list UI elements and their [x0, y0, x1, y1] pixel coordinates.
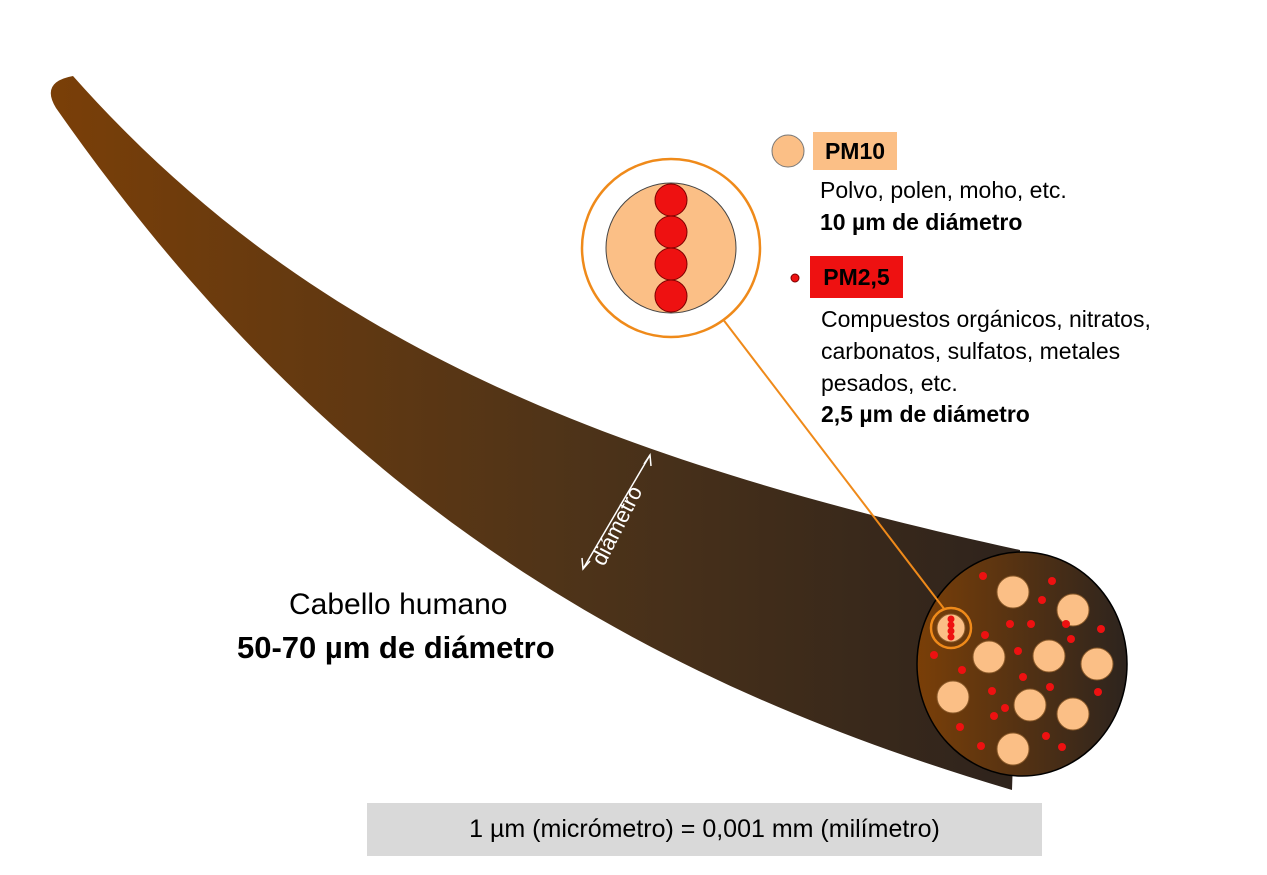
hair-strand: [50, 76, 1020, 790]
pm10-particle: [1032, 639, 1066, 673]
pm25-size: 2,5 µm de diámetro: [821, 401, 1030, 427]
pm25-particle: [1094, 688, 1102, 696]
pm25-particle: [1001, 704, 1009, 712]
diameter-line: [582, 454, 651, 570]
pm25-particle: [990, 712, 998, 720]
cross-section-pm10-particles: [936, 575, 1114, 766]
pm10-particle: [1080, 647, 1114, 681]
pm25-particle: [1038, 596, 1046, 604]
pm25-particle: [1062, 620, 1070, 628]
pm25-description-line: carbonatos, sulfatos, metales: [821, 338, 1121, 364]
magnified-pm25-particle: [654, 247, 688, 281]
cross-section-pm25-particles: [930, 572, 1105, 751]
pm25-particle: [958, 666, 966, 674]
zoom-connector-line: [721, 317, 946, 611]
pm25-particle: [1046, 683, 1054, 691]
unit-note: 1 µm (micrómetro) = 0,001 mm (milímetro): [367, 803, 1042, 856]
hair-size: 50-70 µm de diámetro: [237, 630, 555, 665]
pm10-particle: [1056, 697, 1090, 731]
magnified-pm25-particle: [654, 279, 688, 313]
pm10-particle: [996, 575, 1030, 609]
zoom-source: [929, 606, 973, 650]
pm10-particle: [1013, 688, 1047, 722]
zoom-magnifier: [580, 157, 762, 339]
pm25-particle: [1058, 743, 1066, 751]
pm25-particle: [979, 572, 987, 580]
pm10-particle: [996, 732, 1030, 766]
pm25-particle: [1006, 620, 1014, 628]
pm10-particle: [1056, 593, 1090, 627]
pm25-particle: [988, 687, 996, 695]
pm25-particle: [1027, 620, 1035, 628]
pm25-particle: [1019, 673, 1027, 681]
pm25-particle: [1042, 732, 1050, 740]
pm25-particle: [956, 723, 964, 731]
pm25-particle: [1048, 577, 1056, 585]
pm10-description: Polvo, polen, moho, etc.: [820, 177, 1067, 203]
magnified-pm25-particle: [654, 183, 688, 217]
pm25-particle: [977, 742, 985, 750]
pm10-legend-swatch: [771, 134, 805, 168]
pm25-particle: [930, 651, 938, 659]
pm10-badge: PM10: [813, 132, 897, 170]
hair-name: Cabello humano: [289, 588, 508, 621]
pm10-particle: [972, 640, 1006, 674]
pm25-description-line: Compuestos orgánicos, nitratos,: [821, 306, 1151, 332]
pm25-particle: [981, 631, 989, 639]
pm25-description-line: pesados, etc.: [821, 370, 958, 396]
pm25-particle: [1097, 625, 1105, 633]
pm10-size: 10 µm de diámetro: [820, 209, 1023, 235]
pm25-particle: [1067, 635, 1075, 643]
unit-note-text: 1 µm (micrómetro) = 0,001 mm (milímetro): [469, 815, 940, 843]
pm10-particle: [936, 680, 970, 714]
pm25-legend-swatch: [790, 273, 800, 283]
pm25-label: PM2,5: [823, 263, 890, 290]
pm25-badge: PM2,5: [810, 256, 903, 298]
pm25-particle: [1014, 647, 1022, 655]
pm10-label: PM10: [824, 137, 886, 164]
magnified-pm25-particle: [654, 215, 688, 249]
